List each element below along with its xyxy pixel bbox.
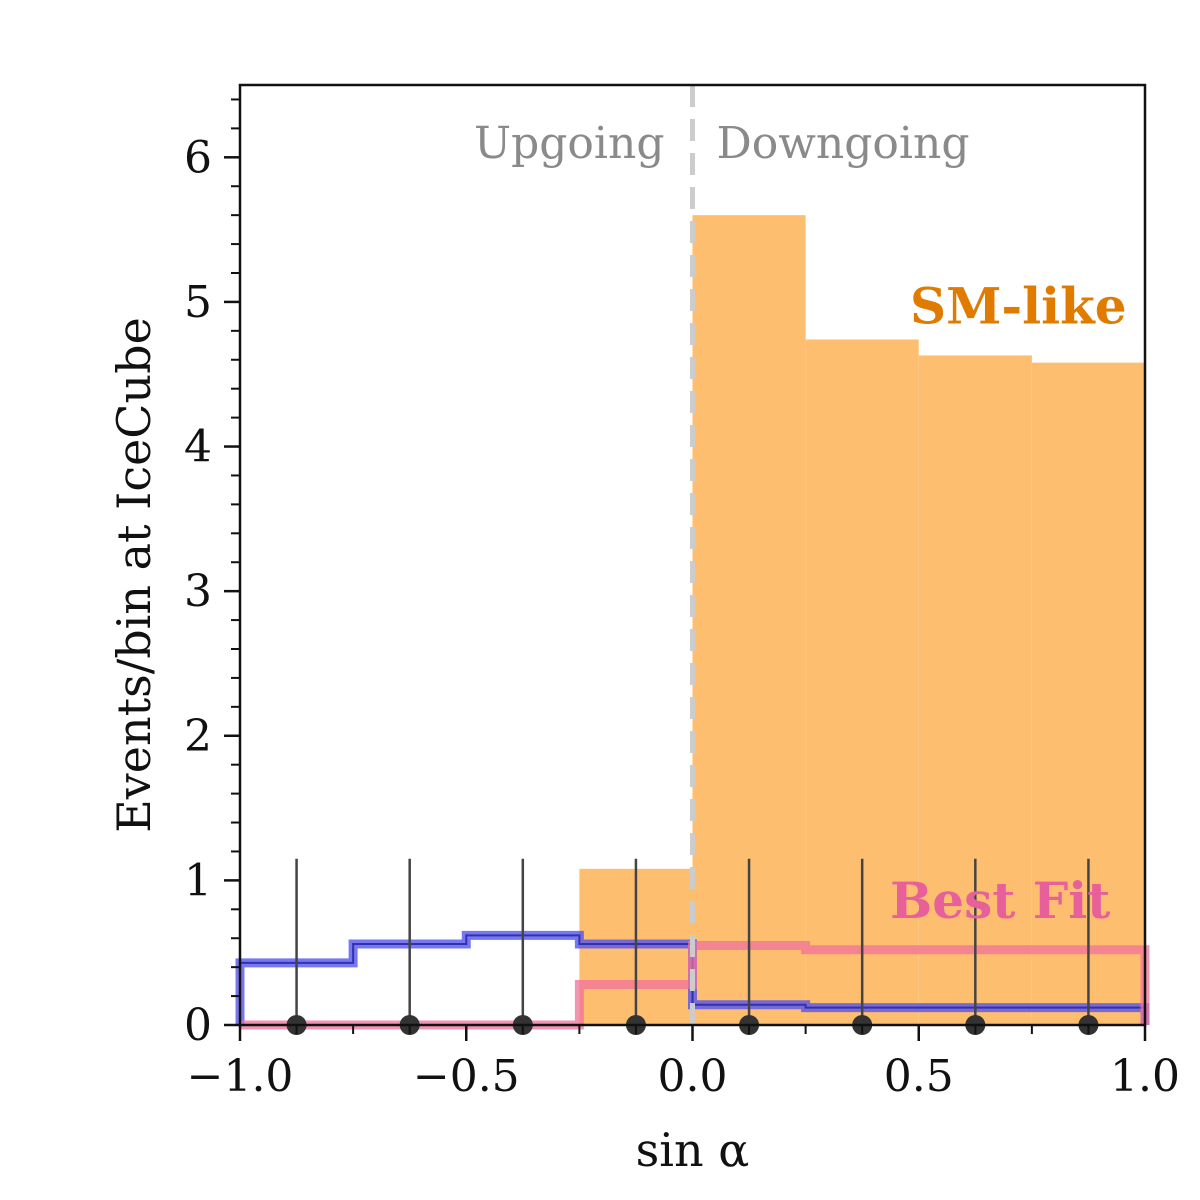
x-axis-title: sin α — [636, 1123, 750, 1177]
x-tick-label: −1.0 — [187, 1051, 294, 1102]
y-tick-label: 1 — [184, 855, 212, 906]
best-fit-label: Best Fit — [890, 871, 1110, 930]
tick-labels: −1.0 −0.5 0.0 0.5 1.0 0 1 2 3 4 5 6 — [184, 132, 1180, 1102]
y-tick-label: 2 — [184, 711, 212, 762]
sm-like-label: SM-like — [910, 277, 1127, 336]
x-tick-label: 0.5 — [884, 1051, 954, 1102]
y-tick-label: 6 — [184, 132, 212, 183]
y-tick-label: 4 — [184, 422, 212, 473]
y-tick-label: 3 — [184, 566, 212, 617]
y-tick-label: 5 — [184, 277, 212, 328]
downgoing-label: Downgoing — [717, 118, 970, 169]
y-axis-title: Events/bin at IceCube — [107, 317, 161, 833]
axis-ticks — [224, 98, 1147, 1041]
x-tick-label: −0.5 — [413, 1051, 520, 1102]
y-tick-label: 0 — [184, 1000, 212, 1051]
x-tick-label: 1.0 — [1110, 1051, 1180, 1102]
x-tick-label: 0.0 — [658, 1051, 728, 1102]
upgoing-label: Upgoing — [474, 118, 664, 169]
